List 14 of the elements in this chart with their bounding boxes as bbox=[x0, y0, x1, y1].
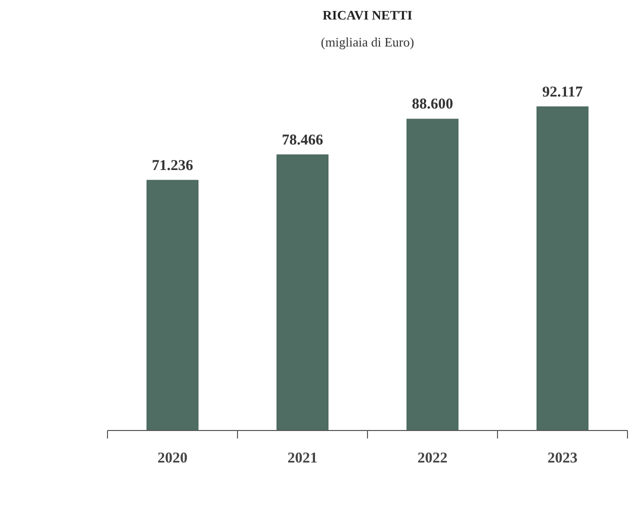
x-tick-label: 2022 bbox=[418, 450, 448, 466]
x-tick-label: 2020 bbox=[158, 450, 188, 466]
bar bbox=[146, 180, 198, 430]
chart-title: RICAVI NETTI bbox=[322, 8, 412, 22]
data-label: 88.600 bbox=[412, 96, 454, 113]
chart-subtitle: (migliaia di Euro) bbox=[320, 34, 414, 50]
x-tick-label: 2021 bbox=[288, 450, 318, 466]
data-label: 92.117 bbox=[542, 84, 584, 100]
x-tick-label: 2023 bbox=[548, 450, 578, 466]
bar bbox=[276, 154, 328, 430]
bar bbox=[536, 106, 588, 430]
data-label: 78.466 bbox=[282, 132, 324, 148]
bar bbox=[406, 118, 458, 430]
data-label: 71.236 bbox=[152, 158, 194, 174]
